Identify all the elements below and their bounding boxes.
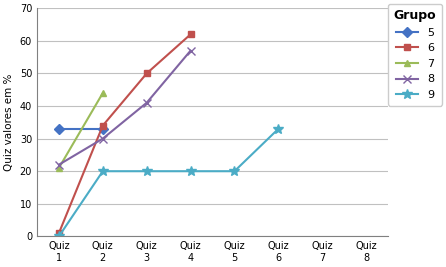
- 9: [276, 127, 281, 131]
- 6: [188, 33, 193, 36]
- 9: [56, 235, 62, 238]
- 9: [144, 170, 149, 173]
- 5: [100, 127, 105, 131]
- 9: [188, 170, 193, 173]
- 7: [56, 166, 62, 170]
- 8: [56, 163, 62, 166]
- Line: 9: 9: [54, 124, 283, 241]
- Line: 5: 5: [55, 125, 106, 132]
- Line: 6: 6: [55, 31, 194, 237]
- 6: [56, 231, 62, 235]
- 5: [56, 127, 62, 131]
- 8: [188, 49, 193, 52]
- Y-axis label: Quiz valores em %: Quiz valores em %: [4, 74, 14, 171]
- 7: [100, 91, 105, 95]
- 9: [232, 170, 237, 173]
- 6: [100, 124, 105, 127]
- 9: [100, 170, 105, 173]
- Legend: 5, 6, 7, 8, 9: 5, 6, 7, 8, 9: [388, 4, 442, 106]
- 8: [100, 137, 105, 140]
- Line: 8: 8: [55, 46, 195, 169]
- Line: 7: 7: [55, 89, 106, 171]
- 6: [144, 72, 149, 75]
- 8: [144, 101, 149, 104]
